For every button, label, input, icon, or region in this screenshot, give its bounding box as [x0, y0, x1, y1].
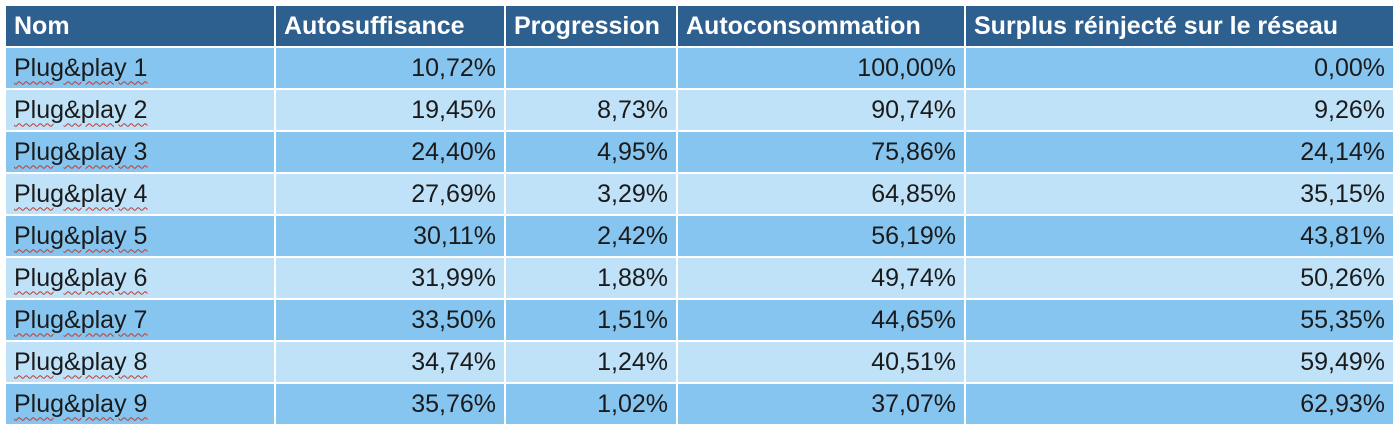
cell-nom[interactable]: Plug&play 1	[6, 48, 276, 90]
cell-surplus[interactable]: 9,26%	[966, 90, 1393, 132]
cell-surplus[interactable]: 0,00%	[966, 48, 1393, 90]
cell-nom[interactable]: Plug&play 8	[6, 342, 276, 384]
spreadsheet-table-region: Nom Autosuffisance Progression Autoconso…	[6, 6, 1393, 426]
cell-autoconsommation[interactable]: 90,74%	[678, 90, 966, 132]
cell-nom[interactable]: Plug&play 3	[6, 132, 276, 174]
table-row: Plug&play 8 34,74% 1,24% 40,51% 59,49%	[6, 342, 1393, 384]
table-row: Plug&play 9 35,76% 1,02% 37,07% 62,93%	[6, 384, 1393, 426]
cell-autoconsommation[interactable]: 49,74%	[678, 258, 966, 300]
table-row: Plug&play 2 19,45% 8,73% 90,74% 9,26%	[6, 90, 1393, 132]
table-row: Plug&play 3 24,40% 4,95% 75,86% 24,14%	[6, 132, 1393, 174]
cell-autoconsommation[interactable]: 56,19%	[678, 216, 966, 258]
cell-progression[interactable]	[506, 48, 678, 90]
header-progression[interactable]: Progression	[506, 6, 678, 48]
cell-autoconsommation[interactable]: 37,07%	[678, 384, 966, 426]
cell-surplus[interactable]: 55,35%	[966, 300, 1393, 342]
cell-autoconsommation[interactable]: 100,00%	[678, 48, 966, 90]
header-surplus-reinjecte[interactable]: Surplus réinjecté sur le réseau	[966, 6, 1393, 48]
header-row: Nom Autosuffisance Progression Autoconso…	[6, 6, 1393, 48]
header-autosuffisance[interactable]: Autosuffisance	[276, 6, 506, 48]
cell-surplus[interactable]: 59,49%	[966, 342, 1393, 384]
cell-autosuffisance[interactable]: 19,45%	[276, 90, 506, 132]
cell-progression[interactable]: 8,73%	[506, 90, 678, 132]
cell-autoconsommation[interactable]: 64,85%	[678, 174, 966, 216]
cell-progression[interactable]: 1,51%	[506, 300, 678, 342]
cell-autosuffisance[interactable]: 30,11%	[276, 216, 506, 258]
cell-autoconsommation[interactable]: 75,86%	[678, 132, 966, 174]
results-table: Nom Autosuffisance Progression Autoconso…	[6, 6, 1393, 426]
header-nom[interactable]: Nom	[6, 6, 276, 48]
cell-autosuffisance[interactable]: 35,76%	[276, 384, 506, 426]
table-row: Plug&play 5 30,11% 2,42% 56,19% 43,81%	[6, 216, 1393, 258]
cell-autoconsommation[interactable]: 44,65%	[678, 300, 966, 342]
cell-nom[interactable]: Plug&play 6	[6, 258, 276, 300]
cell-progression[interactable]: 1,02%	[506, 384, 678, 426]
cell-autoconsommation[interactable]: 40,51%	[678, 342, 966, 384]
cell-nom[interactable]: Plug&play 7	[6, 300, 276, 342]
cell-surplus[interactable]: 24,14%	[966, 132, 1393, 174]
header-autoconsommation[interactable]: Autoconsommation	[678, 6, 966, 48]
table-row: Plug&play 7 33,50% 1,51% 44,65% 55,35%	[6, 300, 1393, 342]
cell-autosuffisance[interactable]: 33,50%	[276, 300, 506, 342]
table-row: Plug&play 4 27,69% 3,29% 64,85% 35,15%	[6, 174, 1393, 216]
cell-autosuffisance[interactable]: 27,69%	[276, 174, 506, 216]
cell-autosuffisance[interactable]: 31,99%	[276, 258, 506, 300]
cell-autosuffisance[interactable]: 24,40%	[276, 132, 506, 174]
cell-nom[interactable]: Plug&play 5	[6, 216, 276, 258]
cell-nom[interactable]: Plug&play 2	[6, 90, 276, 132]
cell-surplus[interactable]: 35,15%	[966, 174, 1393, 216]
cell-surplus[interactable]: 62,93%	[966, 384, 1393, 426]
cell-progression[interactable]: 1,88%	[506, 258, 678, 300]
table-row: Plug&play 6 31,99% 1,88% 49,74% 50,26%	[6, 258, 1393, 300]
cell-progression[interactable]: 4,95%	[506, 132, 678, 174]
cell-nom[interactable]: Plug&play 4	[6, 174, 276, 216]
table-row: Plug&play 1 10,72% 100,00% 0,00%	[6, 48, 1393, 90]
cell-progression[interactable]: 2,42%	[506, 216, 678, 258]
cell-surplus[interactable]: 43,81%	[966, 216, 1393, 258]
cell-progression[interactable]: 1,24%	[506, 342, 678, 384]
table-body: Plug&play 1 10,72% 100,00% 0,00% Plug&pl…	[6, 48, 1393, 426]
cell-autosuffisance[interactable]: 34,74%	[276, 342, 506, 384]
cell-progression[interactable]: 3,29%	[506, 174, 678, 216]
cell-surplus[interactable]: 50,26%	[966, 258, 1393, 300]
cell-autosuffisance[interactable]: 10,72%	[276, 48, 506, 90]
cell-nom[interactable]: Plug&play 9	[6, 384, 276, 426]
table-header: Nom Autosuffisance Progression Autoconso…	[6, 6, 1393, 48]
